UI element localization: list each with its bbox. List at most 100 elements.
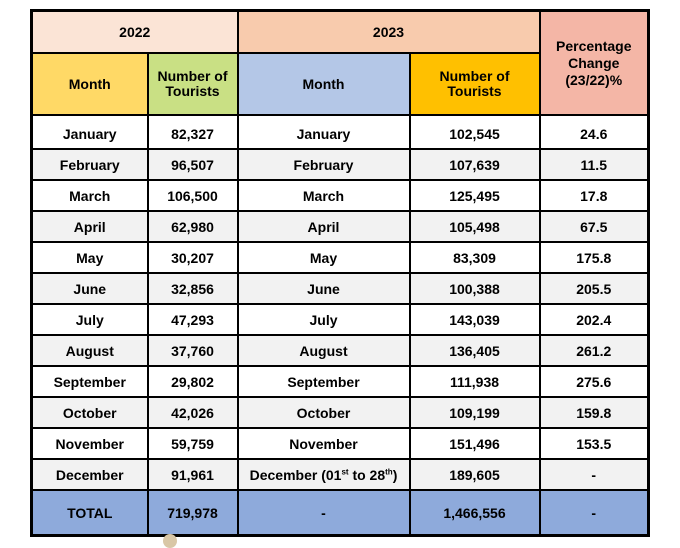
month-2022-cell: October <box>30 396 149 429</box>
table-row-december: December 91,961 December (01st to 28th) … <box>30 458 650 491</box>
pct-change-cell: - <box>538 458 650 491</box>
superscript-th: th <box>385 466 393 476</box>
pct-header-line2: Change <box>568 54 620 71</box>
tourists-2023-header-line2: Tourists <box>447 83 502 99</box>
month-2023-cell: December (01st to 28th) <box>236 458 411 491</box>
total-month-2023: - <box>236 489 411 537</box>
december-2023-label-end: ) <box>392 466 398 483</box>
pct-change-cell: 24.6 <box>538 114 650 150</box>
total-tourists-2022: 719,978 <box>146 489 239 537</box>
tourists-2023-cell: 111,938 <box>408 365 541 398</box>
pct-change-cell: 175.8 <box>538 241 650 274</box>
tourists-2022-cell: 91,961 <box>146 458 239 491</box>
month-2022-cell: September <box>30 365 149 398</box>
december-2023-label-mid: to 28 <box>348 466 386 483</box>
tourists-2022-header-line1: Number of <box>157 68 228 84</box>
month-2022-cell: January <box>30 114 149 150</box>
total-row: TOTAL 719,978 - 1,466,556 - <box>30 489 650 537</box>
tourists-2023-header: Number of Tourists <box>408 52 541 116</box>
superscript-st: st <box>341 466 349 476</box>
pct-change-cell: 67.5 <box>538 210 650 243</box>
month-2022-cell: November <box>30 427 149 460</box>
table-row: August 37,760 August 136,405 261.2 <box>30 334 650 367</box>
tourists-2022-cell: 47,293 <box>146 303 239 336</box>
total-pct-change: - <box>538 489 650 537</box>
tourists-2023-cell: 189,605 <box>408 458 541 491</box>
month-2022-cell: April <box>30 210 149 243</box>
tourists-2022-cell: 32,856 <box>146 272 239 305</box>
tourists-2022-cell: 42,026 <box>146 396 239 429</box>
month-2023-cell: May <box>236 241 411 274</box>
month-2023-cell: July <box>236 303 411 336</box>
month-2023-cell: August <box>236 334 411 367</box>
month-2023-cell: April <box>236 210 411 243</box>
month-2023-cell: March <box>236 179 411 212</box>
month-2023-cell: November <box>236 427 411 460</box>
month-2022-cell: July <box>30 303 149 336</box>
pct-change-cell: 275.6 <box>538 365 650 398</box>
tourists-2022-cell: 29,802 <box>146 365 239 398</box>
month-2023-cell: January <box>236 114 411 150</box>
month-2022-header: Month <box>30 52 149 116</box>
table-row: November 59,759 November 151,496 153.5 <box>30 427 650 460</box>
tourist-arrivals-table: 2022 2023 Percentage Change (23/22)% Mon… <box>30 9 650 537</box>
tourists-2022-cell: 82,327 <box>146 114 239 150</box>
year-2023-header: 2023 <box>236 9 541 54</box>
pct-header-line3: (23/22)% <box>565 71 623 88</box>
table-row: March 106,500 March 125,495 17.8 <box>30 179 650 212</box>
tourists-2022-cell: 30,207 <box>146 241 239 274</box>
month-2023-cell: September <box>236 365 411 398</box>
year-2022-header: 2022 <box>30 9 239 54</box>
tourists-2023-cell: 136,405 <box>408 334 541 367</box>
pct-change-cell: 11.5 <box>538 148 650 181</box>
tourists-2022-cell: 106,500 <box>146 179 239 212</box>
pct-change-cell: 17.8 <box>538 179 650 212</box>
pct-header-line1: Percentage <box>556 37 632 54</box>
month-2022-cell: February <box>30 148 149 181</box>
tourists-2022-cell: 96,507 <box>146 148 239 181</box>
tourists-2023-cell: 100,388 <box>408 272 541 305</box>
tourists-2022-header: Number of Tourists <box>146 52 239 116</box>
month-2022-cell: May <box>30 241 149 274</box>
tourists-2023-cell: 125,495 <box>408 179 541 212</box>
month-2023-header: Month <box>236 52 411 116</box>
table-row: January 82,327 January 102,545 24.6 <box>30 114 650 150</box>
month-2022-cell: March <box>30 179 149 212</box>
month-2023-cell: February <box>236 148 411 181</box>
pct-change-cell: 261.2 <box>538 334 650 367</box>
tourists-2023-cell: 109,199 <box>408 396 541 429</box>
table-row: September 29,802 September 111,938 275.6 <box>30 365 650 398</box>
tourists-2023-cell: 102,545 <box>408 114 541 150</box>
page-decoration <box>163 534 177 548</box>
tourists-2023-header-line1: Number of <box>439 68 510 84</box>
tourists-2023-cell: 151,496 <box>408 427 541 460</box>
total-label: TOTAL <box>30 489 149 537</box>
december-2023-label-start: December (01 <box>249 466 342 483</box>
pct-change-cell: 159.8 <box>538 396 650 429</box>
table-row: May 30,207 May 83,309 175.8 <box>30 241 650 274</box>
total-tourists-2023: 1,466,556 <box>408 489 541 537</box>
percentage-change-header: Percentage Change (23/22)% <box>538 9 650 116</box>
pct-change-cell: 202.4 <box>538 303 650 336</box>
table-row: October 42,026 October 109,199 159.8 <box>30 396 650 429</box>
month-2022-cell: December <box>30 458 149 491</box>
column-header-row: Month Number of Tourists Month Number of… <box>30 52 649 116</box>
tourists-2022-cell: 37,760 <box>146 334 239 367</box>
table-row: June 32,856 June 100,388 205.5 <box>30 272 650 305</box>
tourists-2023-cell: 105,498 <box>408 210 541 243</box>
month-2023-cell: June <box>236 272 411 305</box>
month-2023-cell: October <box>236 396 411 429</box>
month-2022-cell: August <box>30 334 149 367</box>
tourists-2022-header-line2: Tourists <box>165 83 220 99</box>
tourists-2023-cell: 143,039 <box>408 303 541 336</box>
year-header-row: 2022 2023 Percentage Change (23/22)% <box>30 9 650 116</box>
table-row: February 96,507 February 107,639 11.5 <box>30 148 650 181</box>
month-2022-cell: June <box>30 272 149 305</box>
pct-change-cell: 205.5 <box>538 272 650 305</box>
tourists-2023-cell: 83,309 <box>408 241 541 274</box>
tourists-2022-cell: 62,980 <box>146 210 239 243</box>
pct-change-cell: 153.5 <box>538 427 650 460</box>
table-row: April 62,980 April 105,498 67.5 <box>30 210 650 243</box>
tourists-2022-cell: 59,759 <box>146 427 239 460</box>
tourists-2023-cell: 107,639 <box>408 148 541 181</box>
